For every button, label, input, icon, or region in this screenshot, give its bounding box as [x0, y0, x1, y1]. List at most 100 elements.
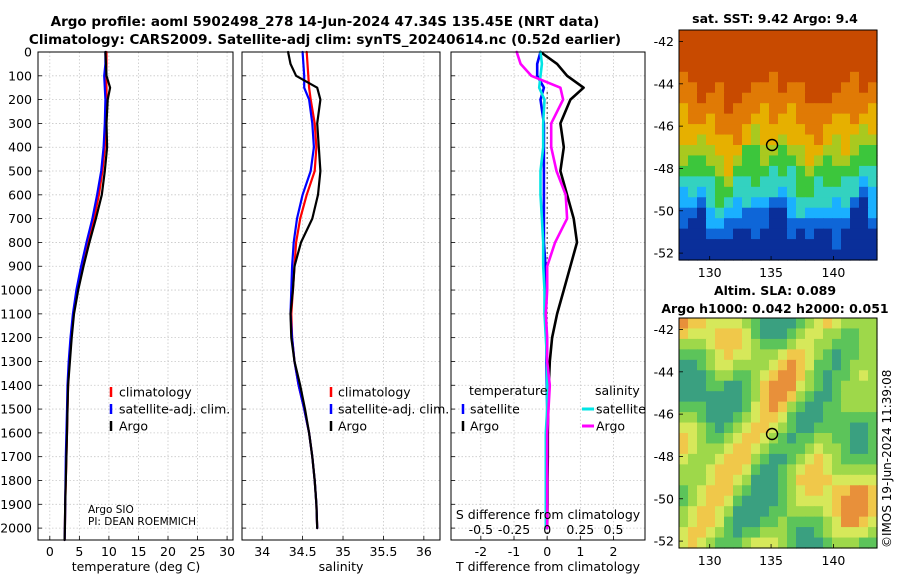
sla-map-cell: [715, 443, 725, 455]
sst-map-cell: [724, 61, 734, 73]
sst-map-cell: [760, 113, 770, 125]
sla-map-cell: [688, 527, 698, 539]
sst-map-cell: [760, 249, 770, 261]
sst-map-cell: [760, 50, 770, 62]
sst-map-cell: [814, 30, 824, 42]
sla-map-cell: [859, 516, 869, 528]
depth-tick-label: 900: [8, 259, 32, 274]
sla-map-cell: [832, 359, 842, 371]
sla-map-cell: [724, 328, 734, 340]
sla-map-cell: [760, 433, 770, 445]
sst-float-position-marker: [765, 138, 779, 152]
sst-map-cell: [688, 239, 698, 251]
sst-map-cell: [868, 134, 878, 146]
sst-ytick-label: -50: [654, 203, 674, 218]
sst-map-cell: [733, 207, 743, 219]
sla-map-cell: [724, 401, 734, 413]
sst-map-cell: [787, 30, 797, 42]
sst-map-cell: [742, 103, 752, 115]
sst-map-cell: [823, 197, 833, 209]
sla-map-cell: [805, 495, 815, 507]
sla-map-cell: [823, 433, 833, 445]
sla-map-cell: [688, 412, 698, 424]
sla-map-cell: [823, 380, 833, 392]
sst-map-cell: [688, 134, 698, 146]
sst-map-cell: [859, 249, 869, 261]
sla-map-cell: [733, 506, 743, 518]
sst-map-cell: [868, 249, 878, 261]
sla-map-cell: [841, 422, 851, 434]
sla-map-cell: [706, 328, 716, 340]
sla-map-cell: [769, 464, 779, 476]
sla-map-cell: [760, 328, 770, 340]
depth-tick-label: 1800: [0, 473, 32, 488]
sla-map-cell: [814, 318, 824, 330]
sla-map-cell: [733, 359, 743, 371]
sst-map-cell: [805, 155, 815, 167]
sst-map-cell: [697, 40, 707, 52]
sla-map-cell: [796, 433, 806, 445]
sla-map-cell: [715, 495, 725, 507]
sst-map-cell: [760, 197, 770, 209]
sla-map-cell: [832, 412, 842, 424]
sst-map-cell: [715, 165, 725, 177]
sst-map-cell: [688, 30, 698, 42]
sla-map-cell: [823, 328, 833, 340]
sst-map-cell: [688, 165, 698, 177]
sst-map-cell: [814, 71, 824, 83]
sst-map-cell: [760, 40, 770, 52]
sst-map-cell: [760, 155, 770, 167]
sla-map-cell: [769, 370, 779, 382]
sla-map-cell: [823, 359, 833, 371]
sla-map-cell: [787, 318, 797, 330]
sst-map-cell: [724, 113, 734, 125]
sst-map-cell: [787, 218, 797, 230]
sst-map-cell: [733, 113, 743, 125]
sla-map-cell: [778, 474, 788, 486]
sst-map-cell: [715, 61, 725, 73]
sst-map-cell: [796, 40, 806, 52]
sst-map-cell: [868, 40, 878, 52]
sla-map-cell: [688, 474, 698, 486]
sla-map-cell: [679, 453, 689, 465]
sst-map-cell: [868, 228, 878, 240]
sst-map-cell: [850, 50, 860, 62]
sla-map-cell: [859, 370, 869, 382]
sst-map-cell: [679, 239, 689, 251]
sst-map-cell: [841, 197, 851, 209]
sst-map: 130 135 140 -42 -44 -46 -48 -50 -52: [654, 29, 878, 280]
sst-map-cell: [733, 82, 743, 94]
sla-map-cell: [760, 359, 770, 371]
sst-map-cell: [805, 228, 815, 240]
sst-map-cell: [706, 82, 716, 94]
sst-map-cell: [832, 207, 842, 219]
sst-map-cell: [688, 71, 698, 83]
sla-map-cell: [778, 516, 788, 528]
depth-tick-label: 1100: [0, 306, 32, 321]
sst-map-cell: [832, 228, 842, 240]
sla-map-cell: [733, 527, 743, 539]
sla-map-cell: [697, 370, 707, 382]
sst-map-cell: [814, 197, 824, 209]
sla-map-cell: [697, 516, 707, 528]
sst-map-cell: [706, 124, 716, 136]
sal-xtick-label: 35.5: [370, 544, 398, 559]
sal-xtick-label: 34: [254, 544, 270, 559]
sla-map-cell: [688, 433, 698, 445]
diff-legend-sal-label: Argo: [596, 419, 625, 434]
sla-map-cell: [724, 516, 734, 528]
sla-map-cell: [751, 370, 761, 382]
sla-map-cell: [778, 506, 788, 518]
sst-map-cell: [760, 92, 770, 104]
sst-map-cell: [724, 228, 734, 240]
sst-map-cell: [796, 113, 806, 125]
sla-map-cell: [814, 422, 824, 434]
sst-map-cell: [796, 103, 806, 115]
sst-map-cell: [706, 155, 716, 167]
sla-map-cell: [832, 370, 842, 382]
sla-map-cell: [805, 401, 815, 413]
sla-map-cell: [787, 380, 797, 392]
sst-map-cell: [688, 103, 698, 115]
sla-map-cell: [769, 527, 779, 539]
sla-map-cell: [715, 485, 725, 497]
